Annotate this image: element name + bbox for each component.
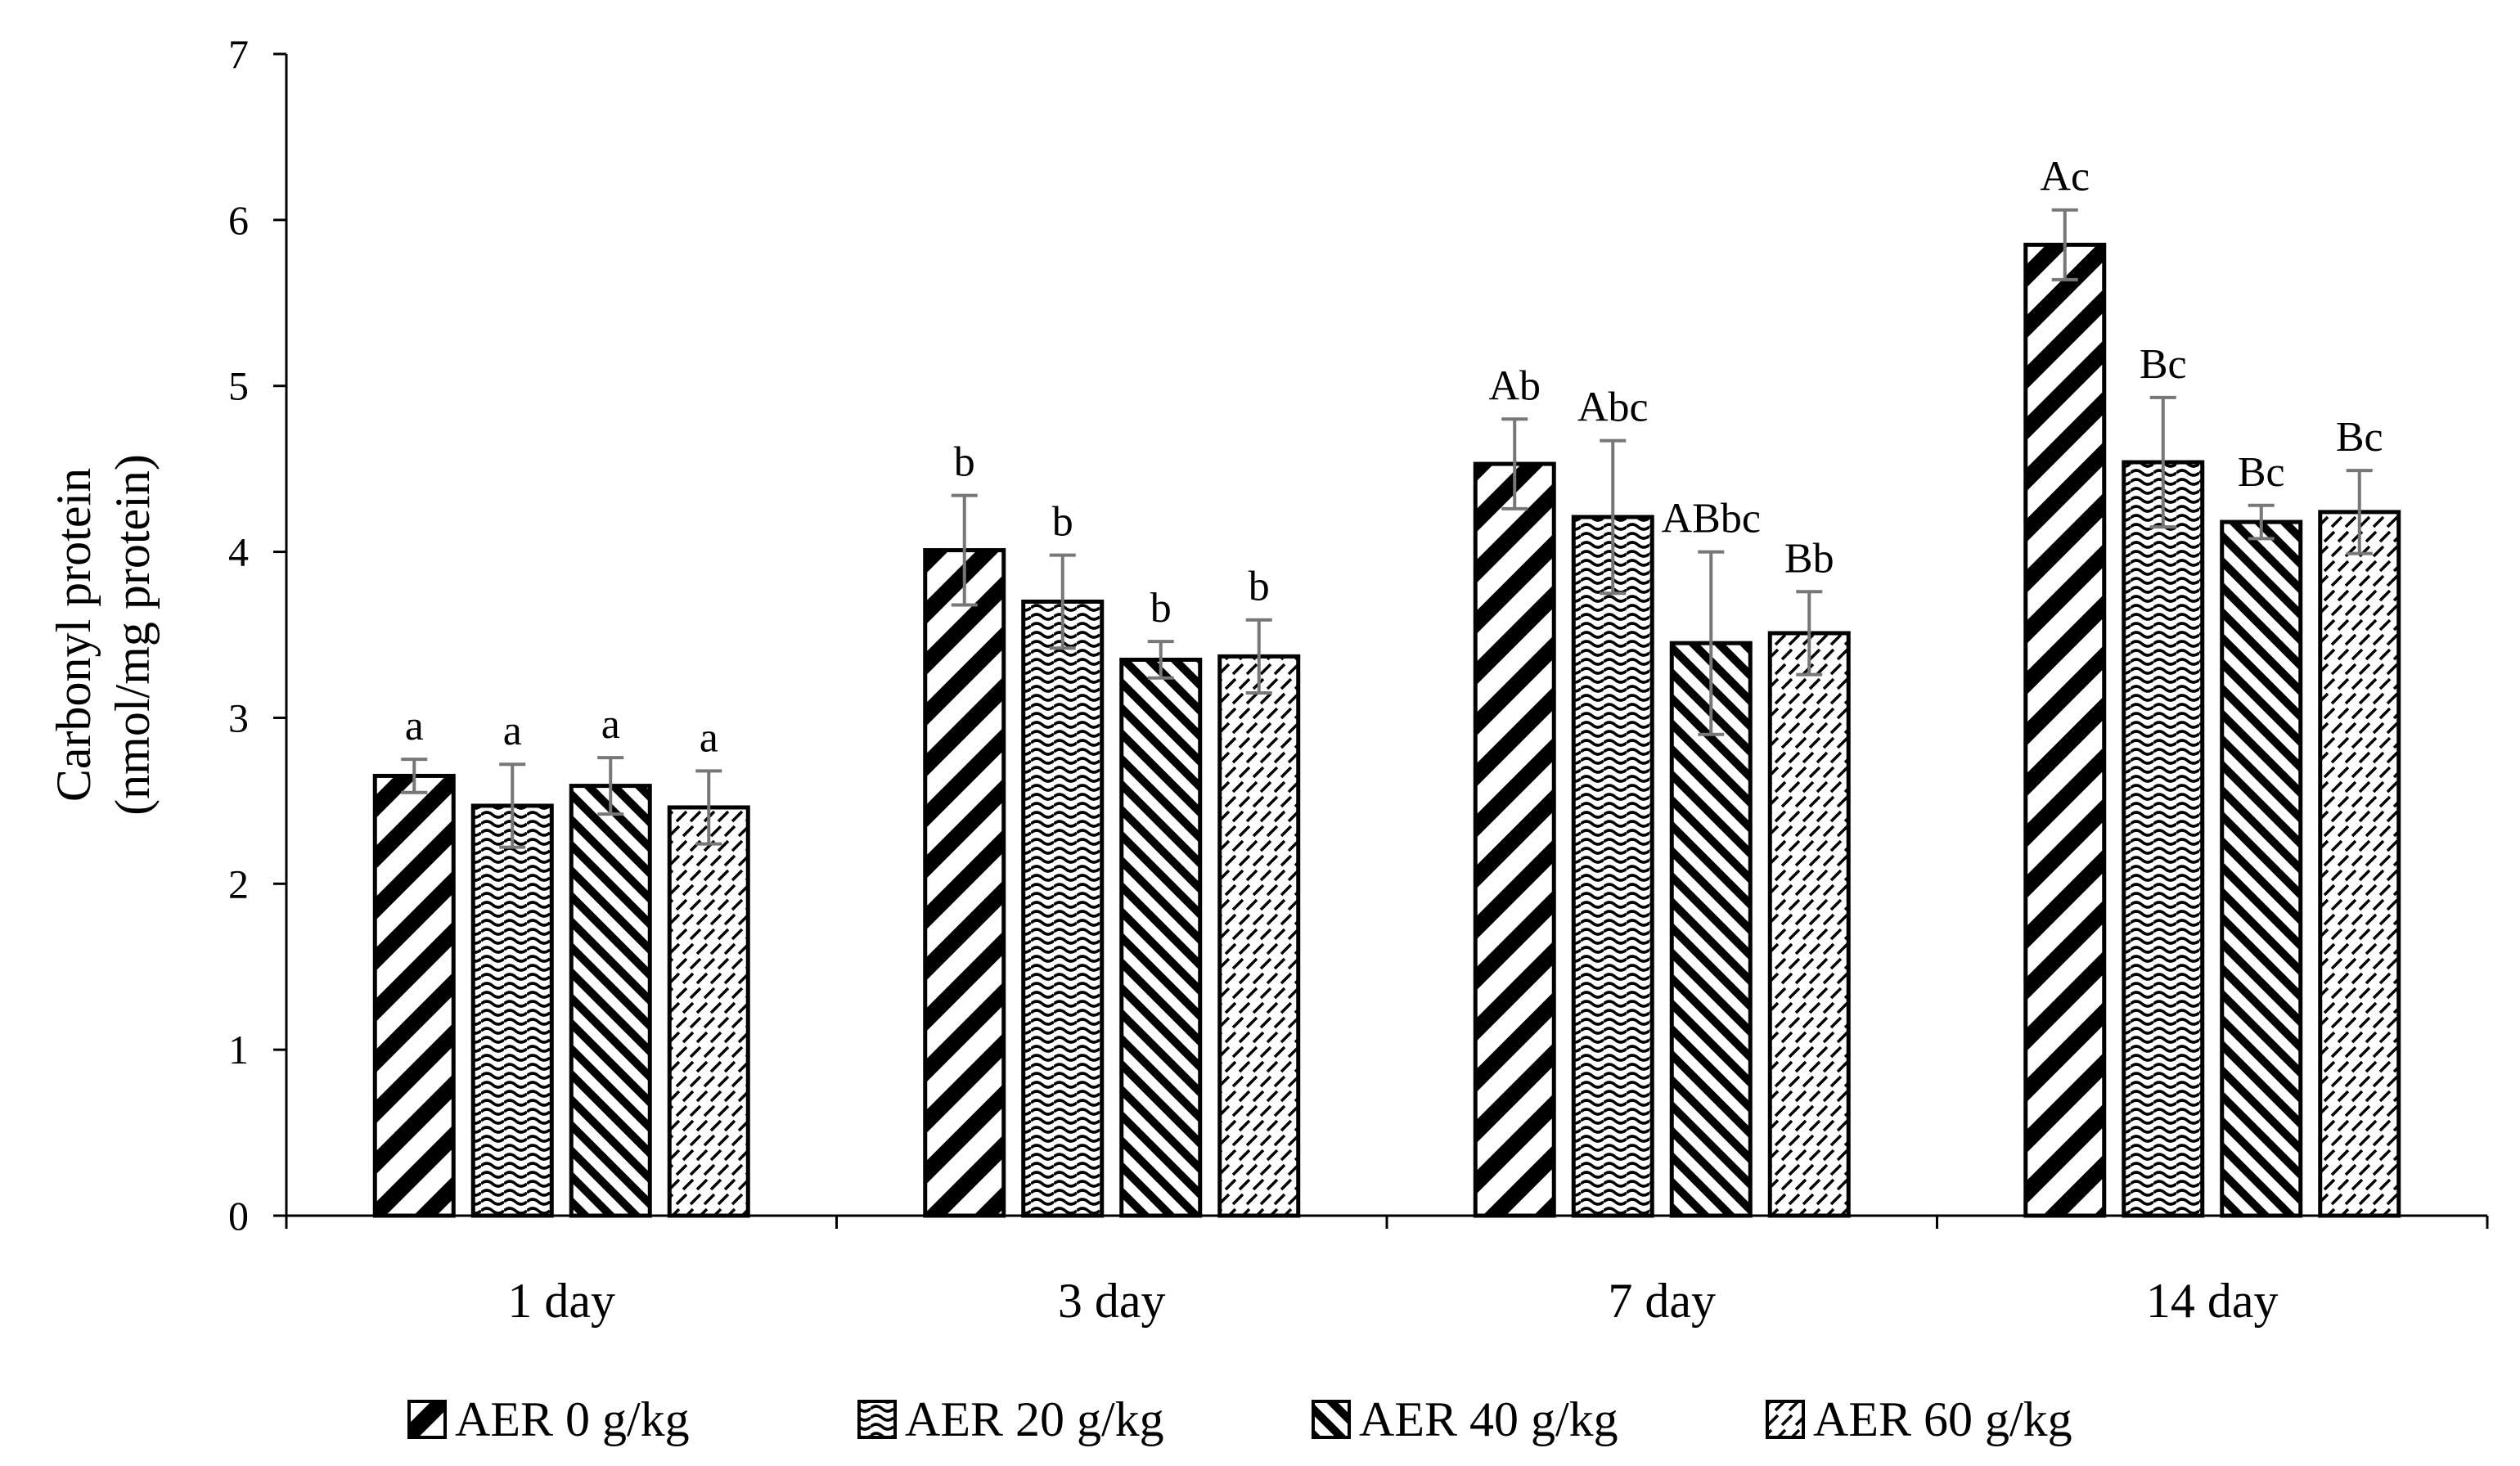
- significance-label: b: [954, 439, 975, 486]
- y-tick-label: 5: [228, 363, 249, 409]
- bar-3-2: [1767, 631, 1851, 1218]
- bar-0-1: [923, 548, 1006, 1218]
- y-tick-label: 6: [228, 197, 249, 243]
- significance-label: b: [1052, 499, 1073, 546]
- significance-label: b: [1249, 564, 1270, 610]
- y-tick-label: 4: [228, 529, 249, 575]
- significance-label: Ac: [2040, 154, 2090, 200]
- significance-label: a: [503, 708, 522, 754]
- bar-1-1: [1021, 599, 1105, 1218]
- significance-label: a: [700, 714, 718, 761]
- bar-2-0: [569, 784, 652, 1218]
- y-tick-label: 3: [228, 695, 249, 740]
- bar-2-2: [1669, 641, 1753, 1218]
- significance-label: Bc: [2336, 414, 2383, 461]
- significance-label: Bb: [1784, 535, 1834, 582]
- significance-label: Abc: [1577, 384, 1649, 431]
- y-tick-label: 1: [228, 1027, 249, 1073]
- y-tick-label: 7: [228, 31, 249, 77]
- significance-label: b: [1150, 585, 1172, 632]
- bar-3-0: [667, 805, 750, 1218]
- y-tick-label: 0: [228, 1193, 249, 1239]
- legend-swatch: [857, 1400, 897, 1439]
- legend-label: AER 40 g/kg: [1359, 1392, 1618, 1446]
- bar-3-3: [2318, 510, 2401, 1218]
- legend-label: AER 60 g/kg: [1813, 1392, 2072, 1446]
- legend-label: AER 0 g/kg: [455, 1392, 690, 1446]
- y-axis-title: (nmol/mg protein): [106, 454, 160, 816]
- x-category-label: 1 day: [507, 1274, 615, 1328]
- significance-label: Bc: [2238, 449, 2285, 496]
- bar-1-2: [1571, 515, 1654, 1218]
- significance-label: a: [405, 703, 424, 749]
- significance-label: ABbc: [1662, 496, 1761, 542]
- bar-0-0: [372, 773, 456, 1218]
- significance-label: a: [601, 701, 620, 748]
- y-tick-label: 2: [228, 861, 249, 906]
- bar-0-2: [1473, 461, 1556, 1218]
- bar-0-3: [2023, 242, 2107, 1218]
- x-category-label: 7 day: [1608, 1274, 1716, 1328]
- bar-2-3: [2220, 519, 2303, 1218]
- bar-3-1: [1217, 654, 1301, 1218]
- y-axis-title: Carbonyl protein: [47, 468, 101, 802]
- legend-label: AER 20 g/kg: [905, 1392, 1164, 1446]
- significance-label: Bc: [2140, 341, 2187, 388]
- x-category-label: 14 day: [2146, 1274, 2279, 1328]
- significance-label: Ab: [1488, 362, 1541, 409]
- x-category-label: 3 day: [1058, 1274, 1166, 1328]
- legend-swatch: [407, 1400, 447, 1439]
- bar-2-1: [1119, 657, 1203, 1218]
- bar-1-0: [470, 803, 554, 1218]
- legend-swatch: [1312, 1400, 1351, 1439]
- bar-1-3: [2122, 460, 2205, 1218]
- legend-swatch: [1766, 1400, 1805, 1439]
